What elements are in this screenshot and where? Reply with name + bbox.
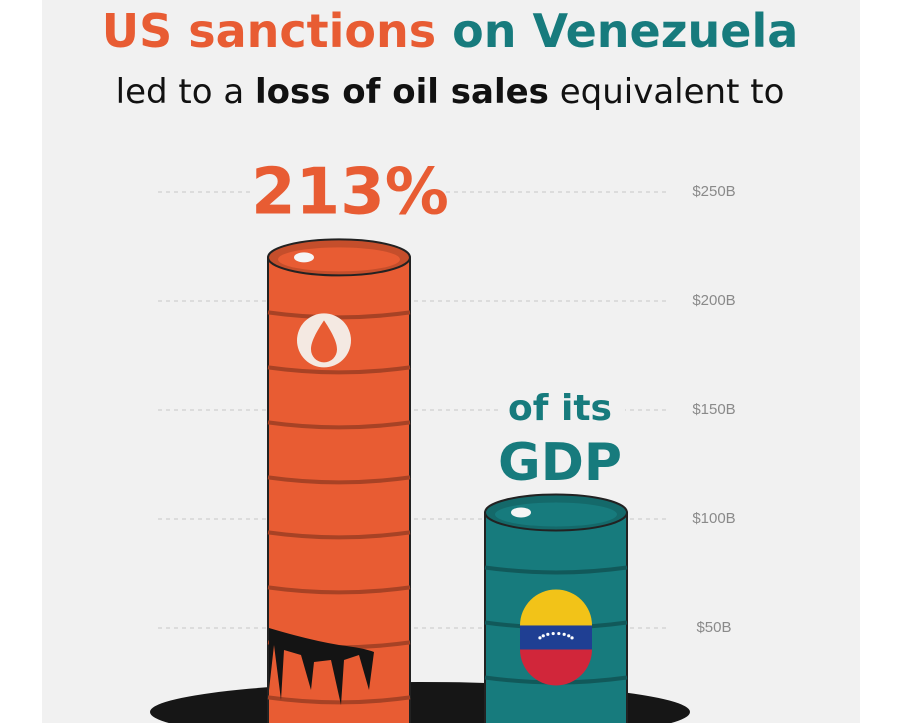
- flag-star: [562, 632, 566, 636]
- flag-blue: [520, 625, 592, 650]
- bars: [267, 238, 628, 723]
- barrel-rib: [267, 695, 411, 705]
- flag-yellow: [520, 589, 592, 626]
- y-tick-label: $250B: [692, 183, 735, 200]
- background: [42, 0, 860, 723]
- title-part: US sanctions: [102, 4, 436, 58]
- flag-star: [541, 634, 545, 638]
- drop-icon: [311, 320, 337, 363]
- subtitle-part: equivalent to: [560, 72, 785, 112]
- barrel-rib: [267, 365, 411, 375]
- annotation: 213%: [251, 156, 449, 230]
- subtitle-part: led to a: [116, 72, 245, 112]
- y-tick-label: $100B: [692, 510, 735, 527]
- y-tick-label: $200B: [692, 292, 735, 309]
- barrel-cap: [511, 507, 531, 518]
- flag-star: [538, 636, 542, 640]
- annotation: of its: [508, 388, 612, 429]
- barrel-rib: [267, 420, 411, 430]
- annotation: GDP: [498, 433, 622, 493]
- flag-star: [551, 631, 555, 636]
- flag-red: [520, 649, 592, 686]
- chart-title: US sanctions on Venezuela: [102, 4, 799, 58]
- barrel-rib: [267, 530, 411, 540]
- barrel-rib: [484, 565, 628, 575]
- flag-star: [567, 634, 571, 638]
- barrel: [267, 238, 411, 723]
- y-tick-label: $50B: [696, 619, 731, 636]
- flag-star: [557, 631, 561, 636]
- barrel-rib: [267, 475, 411, 485]
- flag-star: [570, 636, 574, 640]
- barrel-cap: [294, 252, 314, 263]
- barrel: [484, 493, 628, 723]
- barrel-rib: [267, 585, 411, 595]
- flag-star: [546, 632, 550, 636]
- oil-drip: [269, 628, 374, 705]
- y-tick-label: $150B: [692, 401, 735, 418]
- title-part: on Venezuela: [452, 4, 798, 58]
- label-backdrop: [250, 165, 445, 225]
- label-backdrop: [500, 385, 625, 490]
- subtitle-part: loss of oil sales: [255, 72, 549, 112]
- barrel-rib: [267, 310, 411, 320]
- subtitle: led to a loss of oil sales equivalent to: [116, 72, 785, 112]
